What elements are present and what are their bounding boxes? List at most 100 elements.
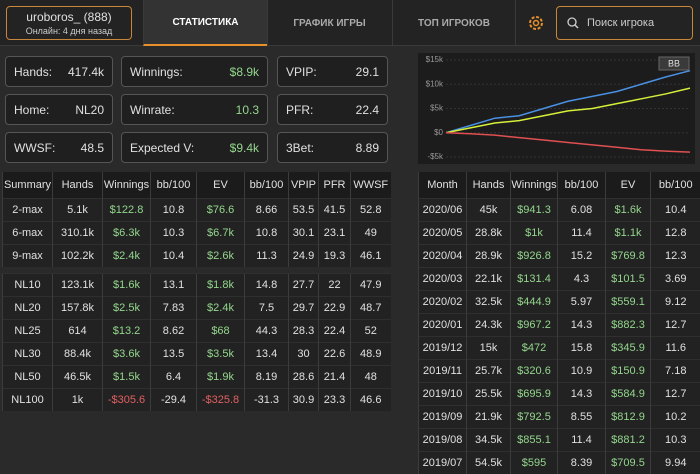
cell: 8.55 [558,406,606,429]
cell: 8.39 [558,452,606,474]
settings-icon[interactable] [527,14,545,32]
y-tick-label: -$5k [427,152,444,161]
cell: 46.1 [351,245,391,268]
cell: 10.3 [151,222,197,245]
cell: 9.94 [651,452,700,474]
cell: 11.3 [245,245,289,268]
cell: 24.9 [289,245,319,268]
cell: $472 [511,337,558,360]
cell: 54.5k [467,452,511,474]
cell: 2020/02 [419,291,467,314]
cell: 30.9 [289,389,319,412]
y-tick-label: $0 [434,128,443,137]
column-header: Winnings [103,172,151,199]
cell: 23.1 [319,222,351,245]
stat-card: PFR:22.4 [277,94,388,125]
cell: 52.8 [351,199,391,222]
cell: $926.8 [511,245,558,268]
cell: 2019/10 [419,383,467,406]
cell: 19.3 [319,245,351,268]
series-line [446,71,690,133]
cell: 9.12 [651,291,700,314]
stat-card: Winrate: 10.3 [121,94,268,125]
cell: 11.4 [558,222,606,245]
cell: NL30 [3,343,53,366]
cell: 8.62 [151,320,197,343]
cell: NL10 [3,274,53,297]
cell: 48 [351,366,391,389]
column-header: Hands [467,172,511,199]
stat-label: Expected V: [130,141,194,155]
cell: 13.4 [245,343,289,366]
stat-card: Home:NL20 [5,94,113,125]
cell: $122.8 [103,199,151,222]
cell: $792.5 [511,406,558,429]
cell: $2.4k [103,245,151,268]
cell: 7.18 [651,360,700,383]
cell: NL50 [3,366,53,389]
cell: 12.7 [651,383,700,406]
cell: 9-max [3,245,53,268]
series-line [446,88,690,133]
cell: $1.6k [606,199,651,222]
cell: 25.5k [467,383,511,406]
cell: 10.2 [651,406,700,429]
cell: 52 [351,320,391,343]
cell: 32.5k [467,291,511,314]
series-line [446,133,690,152]
stat-value: 10.3 [236,103,259,117]
cell: 157.8k [53,297,103,320]
stat-label: 3Bet: [286,141,314,155]
user-box[interactable]: uroboros_ (888) Онлайн: 4 дня назад [6,6,132,40]
cell: NL20 [3,297,53,320]
cell: 30.1 [289,222,319,245]
cell: $941.3 [511,199,558,222]
column-header: EV [197,172,245,199]
cell: -31.3 [245,389,289,412]
stat-value: $9.4k [230,141,259,155]
cell: $2.4k [197,297,245,320]
cell: 10.3 [651,429,700,452]
stat-label: Winrate: [130,103,175,117]
cell: $855.1 [511,429,558,452]
stat-card: Winnings:$8.9k [121,56,268,87]
tab[interactable]: ГРАФИК ИГРЫ [267,0,391,46]
cell: 88.4k [53,343,103,366]
cell: 102.2k [53,245,103,268]
cell: NL100 [3,389,53,412]
stat-value: 29.1 [356,65,379,79]
cell: $709.5 [606,452,651,474]
cell: 21.9k [467,406,511,429]
column-header: bb/100 [558,172,606,199]
column-header: PFR [319,172,351,199]
cell: 2-max [3,199,53,222]
cell: 10.8 [245,222,289,245]
top-bar: uroboros_ (888) Онлайн: 4 дня назад СТАТ… [0,0,700,46]
column-header: Winnings [511,172,558,199]
cell: 2019/12 [419,337,467,360]
cell: 48.9 [351,343,391,366]
cell: 13.1 [151,274,197,297]
search-box[interactable]: Поиск игрока [556,6,693,40]
cell: $76.6 [197,199,245,222]
cell: $812.9 [606,406,651,429]
cell: 15.8 [558,337,606,360]
tab[interactable]: ТОП ИГРОКОВ [392,0,516,46]
tab[interactable]: СТАТИСТИКА [143,0,267,46]
cell: 13.5 [151,343,197,366]
cell: $882.3 [606,314,651,337]
stat-label: Winnings: [130,65,183,79]
cell: 14.3 [558,383,606,406]
